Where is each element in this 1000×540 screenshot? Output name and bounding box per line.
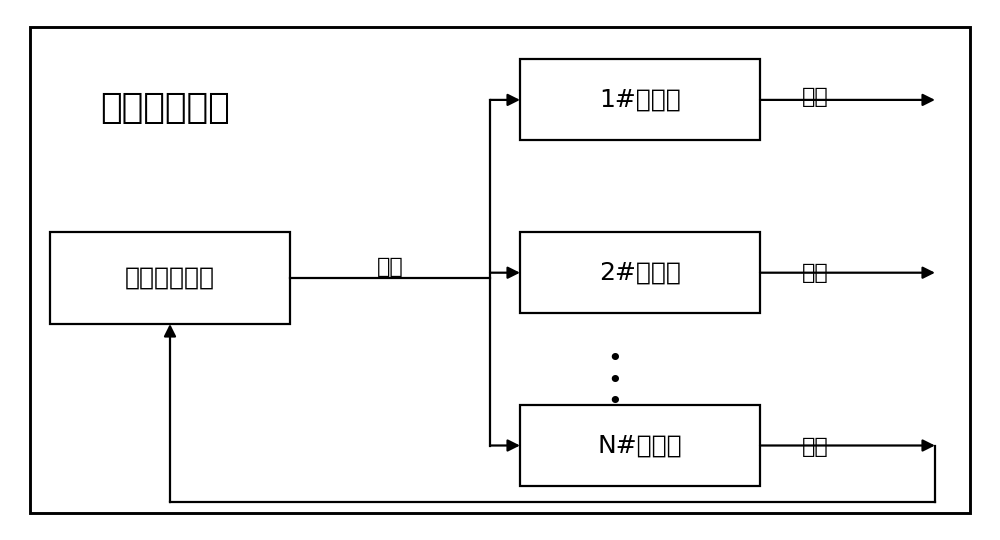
Bar <box>520 59 760 140</box>
Bar <box>520 405 760 486</box>
Text: 反馈: 反馈 <box>802 262 828 283</box>
Bar <box>520 232 760 313</box>
Text: •: • <box>608 369 622 393</box>
Text: N#整流器: N#整流器 <box>598 434 682 457</box>
Text: •: • <box>608 390 622 414</box>
Text: •: • <box>608 347 622 371</box>
Text: 2#整流器: 2#整流器 <box>599 261 681 285</box>
Bar <box>50 232 290 324</box>
Text: 反馈: 反馈 <box>802 436 828 457</box>
Text: 反馈: 反馈 <box>802 87 828 107</box>
Text: 命令: 命令 <box>377 257 403 278</box>
Text: 系统控制模块: 系统控制模块 <box>125 266 215 290</box>
Text: 1#整流器: 1#整流器 <box>599 88 681 112</box>
Text: 互补对消系统: 互补对消系统 <box>100 91 230 125</box>
